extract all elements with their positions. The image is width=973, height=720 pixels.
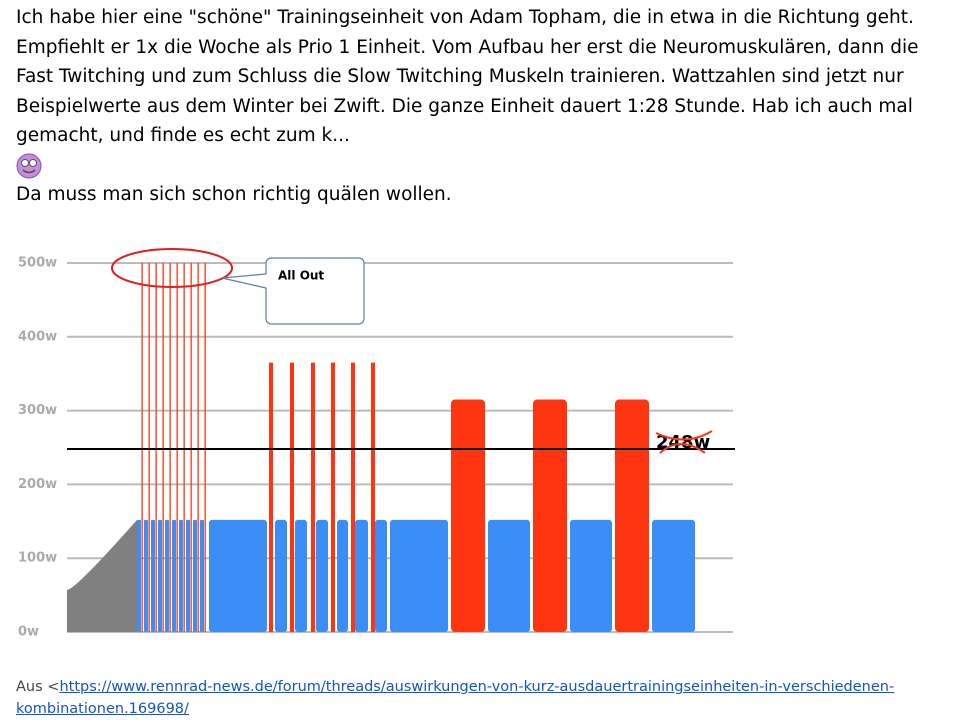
y-tick-label: 0w (18, 625, 39, 640)
source-link[interactable]: https://www.rennrad-news.de/forum/thread… (16, 679, 895, 717)
bar (200, 519, 204, 632)
bar (162, 263, 164, 632)
paragraph: Da muss man sich schon richtig quälen wo… (16, 183, 452, 205)
bar (169, 263, 171, 632)
paragraph: Empfiehlt er 1x die Woche als Prio 1 Ein… (16, 36, 919, 147)
bar (615, 399, 649, 632)
y-tick-label: 500w (18, 256, 57, 271)
bar (295, 519, 307, 632)
bar (165, 519, 169, 632)
bar (183, 263, 185, 632)
strike (655, 430, 713, 454)
bar (269, 362, 273, 632)
bar (148, 263, 150, 632)
bar (290, 362, 294, 632)
bar (179, 519, 183, 632)
bar (351, 362, 355, 632)
bar (172, 519, 176, 632)
bar (144, 519, 148, 632)
bar (151, 519, 155, 632)
callout-text: All Out (278, 269, 324, 283)
y-tick-label: 100w (18, 551, 57, 566)
bar (193, 519, 197, 632)
bar (197, 263, 199, 632)
y-tick-label: 200w (18, 477, 57, 492)
post-text: Ich habe hier eine "schöne" Trainingsein… (16, 3, 961, 209)
y-tick-label: 300w (18, 403, 57, 418)
bar (371, 362, 375, 632)
bar (158, 519, 162, 632)
source: Aus <https://www.rennrad-news.de/forum/t… (16, 676, 936, 720)
source-prefix: Aus < (16, 679, 60, 695)
bar (331, 362, 335, 632)
bar (533, 399, 567, 632)
highlight-circle (111, 248, 233, 288)
bar (355, 519, 368, 632)
bar (176, 263, 178, 632)
bar (488, 519, 530, 632)
paragraph: Ich habe hier eine "schöne" Trainingsein… (16, 7, 914, 28)
bar (311, 362, 315, 632)
callout (221, 257, 365, 325)
bar (141, 263, 143, 632)
bar (652, 519, 695, 632)
bar (186, 519, 190, 632)
ramp-area (67, 519, 137, 632)
y-tick-label: 400w (18, 329, 57, 344)
bar (337, 519, 348, 632)
bar (275, 519, 287, 632)
bar (390, 519, 448, 632)
bar (190, 263, 192, 632)
bar (137, 519, 141, 632)
bar (204, 263, 206, 632)
emoji (16, 153, 42, 178)
bar (209, 519, 267, 632)
bar (570, 519, 612, 632)
bar (155, 263, 157, 632)
bar (451, 399, 485, 632)
bar (375, 519, 387, 632)
bar (316, 519, 328, 632)
